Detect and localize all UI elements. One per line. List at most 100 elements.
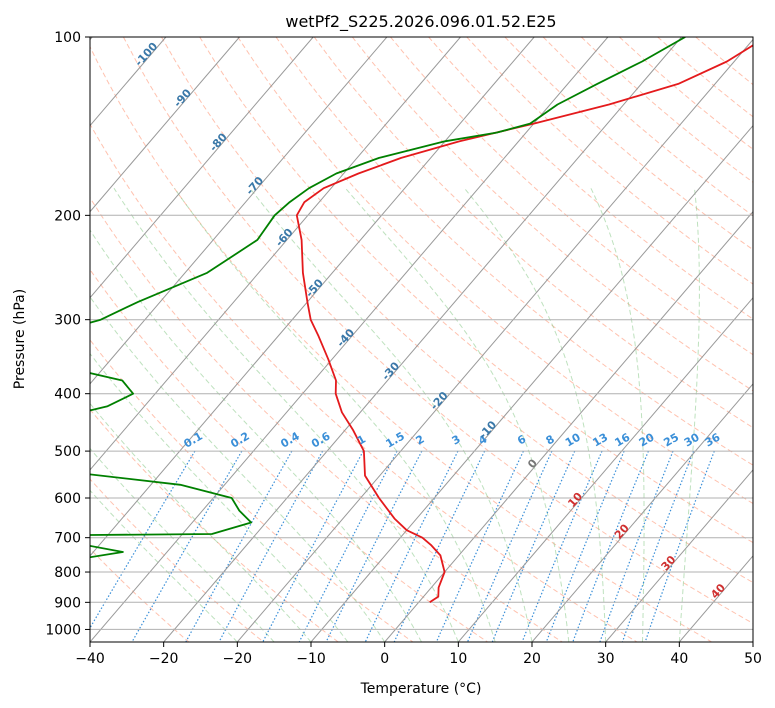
isotherm-label: -90 xyxy=(171,86,194,110)
isotherm-line xyxy=(163,37,682,642)
mixing-ratio-label: 0.2 xyxy=(228,430,251,451)
isotherm-line xyxy=(236,38,753,642)
moist-adiabat xyxy=(113,187,459,642)
mixing-ratio-line xyxy=(599,450,674,642)
x-tick-label: 0 xyxy=(380,651,389,667)
moist-adiabat xyxy=(90,352,349,642)
isotherm-line xyxy=(90,37,461,471)
isotherm-label: -30 xyxy=(379,359,402,383)
dry-adiabat xyxy=(90,268,488,642)
dry-adiabat xyxy=(428,37,753,320)
x-tick-label: 40 xyxy=(670,651,688,667)
dry-adiabat xyxy=(390,37,753,356)
moist-adiabat xyxy=(464,187,607,642)
x-tick-label: 10 xyxy=(449,651,467,667)
dry-adiabat xyxy=(90,45,712,642)
mixing-ratio-label: 20 xyxy=(637,430,657,449)
profile-line xyxy=(90,37,686,559)
isotherm-line xyxy=(310,124,753,642)
dry-adiabat xyxy=(90,408,339,642)
isotherm-line xyxy=(90,37,388,385)
isotherm-label: 0 xyxy=(525,456,540,471)
x-tick-label: 30 xyxy=(597,651,615,667)
y-tick-label: 300 xyxy=(54,313,81,329)
y-tick-label: 900 xyxy=(54,595,81,611)
profile-lines xyxy=(90,37,753,604)
dry-adiabat xyxy=(122,37,753,624)
dry-adiabat xyxy=(161,37,753,584)
profile-line xyxy=(295,44,753,604)
mixing-ratio-label: 0.4 xyxy=(278,429,302,450)
isotherm-label: -20 xyxy=(428,389,451,413)
mixing-ratio-label: 2 xyxy=(413,433,426,448)
isotherm-label: -80 xyxy=(207,130,230,154)
isotherm-line xyxy=(90,37,609,642)
mixing-ratio-label: 13 xyxy=(590,431,610,450)
y-tick-label: 100 xyxy=(54,30,81,46)
plot-frame xyxy=(89,36,754,643)
isotherm-line xyxy=(678,555,753,642)
isotherm-line xyxy=(384,210,753,642)
mixing-ratio-label: 0.1 xyxy=(181,430,204,451)
isotherm-label: 20 xyxy=(612,521,632,541)
isotherm-label: -40 xyxy=(334,326,357,350)
mixing-ratio-label: 36 xyxy=(703,430,723,449)
moist-adiabat xyxy=(590,187,645,642)
x-tick-label: −20 xyxy=(149,651,179,667)
isotherm-line xyxy=(605,469,753,642)
moist-adiabat xyxy=(249,187,533,642)
skewed-isotherms xyxy=(90,37,753,642)
isotherm-line xyxy=(457,296,753,642)
mixing-ratio-line xyxy=(545,450,625,642)
moist-adiabat xyxy=(90,402,312,642)
moist-adiabat xyxy=(345,187,570,642)
isotherm-line xyxy=(90,37,535,557)
x-tick-label: −40 xyxy=(75,651,105,667)
mixing-ratio-line xyxy=(364,450,459,642)
dry-adiabat xyxy=(90,478,264,642)
moist-adiabat xyxy=(90,489,238,642)
moist-adiabats xyxy=(90,187,700,642)
dry-adiabat xyxy=(351,37,753,392)
mixing-ratio-line xyxy=(572,450,649,642)
moist-adiabat xyxy=(90,229,422,642)
x-tick-label: −20 xyxy=(223,651,253,667)
dry-adiabat xyxy=(199,37,753,544)
dry-adiabat xyxy=(90,339,414,642)
y-tick-label: 400 xyxy=(54,387,81,403)
y-tick-label: 1000 xyxy=(45,622,81,638)
isotherm-label: 30 xyxy=(659,553,679,573)
x-tick-label: −10 xyxy=(296,651,326,667)
moist-adiabat xyxy=(90,447,275,642)
dry-adiabat xyxy=(237,37,753,505)
mixing-ratio-label: 1 xyxy=(355,433,368,448)
isotherm-line xyxy=(90,37,314,299)
dry-adiabat xyxy=(275,37,753,466)
dry-adiabat xyxy=(313,37,753,429)
mixing-ratio-line xyxy=(131,450,243,642)
x-axis-title: Temperature (°C) xyxy=(360,681,482,697)
isotherm-line xyxy=(752,641,753,642)
isotherm-label: 40 xyxy=(708,581,728,601)
dry-adiabat xyxy=(695,37,753,86)
y-axis-title: Pressure (hPa) xyxy=(12,289,28,389)
y-axis-ticks: 100 200 300 400 500 600 700 800 900 1000 xyxy=(45,30,90,638)
mixing-ratio-line xyxy=(185,450,293,642)
x-tick-label: 50 xyxy=(744,651,762,667)
moist-adiabat xyxy=(174,187,496,642)
y-tick-label: 600 xyxy=(54,491,81,507)
mixing-ratio-label: 8 xyxy=(544,433,557,448)
moist-adiabat xyxy=(90,296,386,642)
plot-area: 0.1 0.2 0.4 0.6 1 1.5 2 3 4 6 8 10 13 16 20 25 30 36-100-… xyxy=(90,37,753,642)
mixing-ratio-label: 10 xyxy=(563,430,583,449)
mixing-ratio-lines xyxy=(90,450,715,642)
mixing-ratio-label: 16 xyxy=(612,430,632,449)
pressure-gridlines xyxy=(90,37,753,630)
moist-adiabat xyxy=(678,188,700,642)
dry-adiabat xyxy=(542,37,753,217)
y-tick-label: 200 xyxy=(54,208,81,224)
mixing-ratio-line xyxy=(621,450,695,642)
isotherm-line xyxy=(90,37,240,213)
mixing-ratio-label: 0.6 xyxy=(309,429,333,450)
